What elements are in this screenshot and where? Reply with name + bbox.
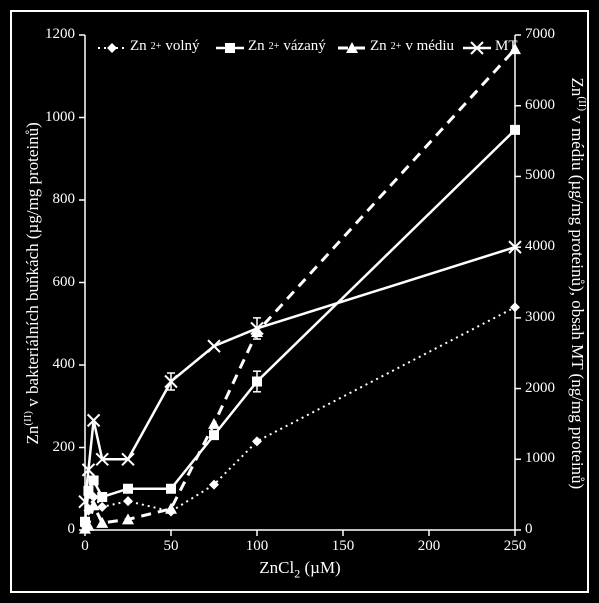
y-right-tick: 4000 (525, 238, 555, 255)
y-left-tick: 0 (68, 521, 76, 538)
y-right-tick: 3000 (525, 309, 555, 326)
x-tick: 200 (414, 538, 444, 555)
legend-zn_bound: Zn2+ vázaný (248, 38, 326, 55)
y-left-tick: 600 (53, 274, 76, 291)
y-right-tick: 1000 (525, 450, 555, 467)
legend-mt: MT (495, 38, 518, 55)
x-tick: 0 (70, 538, 100, 555)
y-left-tick: 800 (53, 191, 76, 208)
y-right-tick: 7000 (525, 26, 555, 43)
y-left-tick: 1200 (45, 26, 75, 43)
y-right-tick: 0 (525, 521, 533, 538)
y-left-label: Zn(II) v bakteriálních buňkách (µg/mg pr… (22, 35, 43, 530)
y-right-tick: 2000 (525, 380, 555, 397)
x-axis-label: ZnCl2 (µM) (85, 558, 515, 581)
legend-zn_free: Zn2+ volný (130, 38, 199, 55)
y-right-tick: 5000 (525, 167, 555, 184)
x-tick: 50 (156, 538, 186, 555)
x-tick: 250 (500, 538, 530, 555)
y-right-label: Zn(II) v médiu (µg/mg proteinů), obsah M… (567, 35, 588, 530)
x-tick: 150 (328, 538, 358, 555)
x-tick: 100 (242, 538, 272, 555)
chart-svg (0, 0, 599, 603)
y-left-tick: 400 (53, 356, 76, 373)
y-left-tick: 200 (53, 439, 76, 456)
y-left-tick: 1000 (45, 109, 75, 126)
y-right-tick: 6000 (525, 97, 555, 114)
legend-zn_medium: Zn2+ v médiu (370, 38, 454, 55)
